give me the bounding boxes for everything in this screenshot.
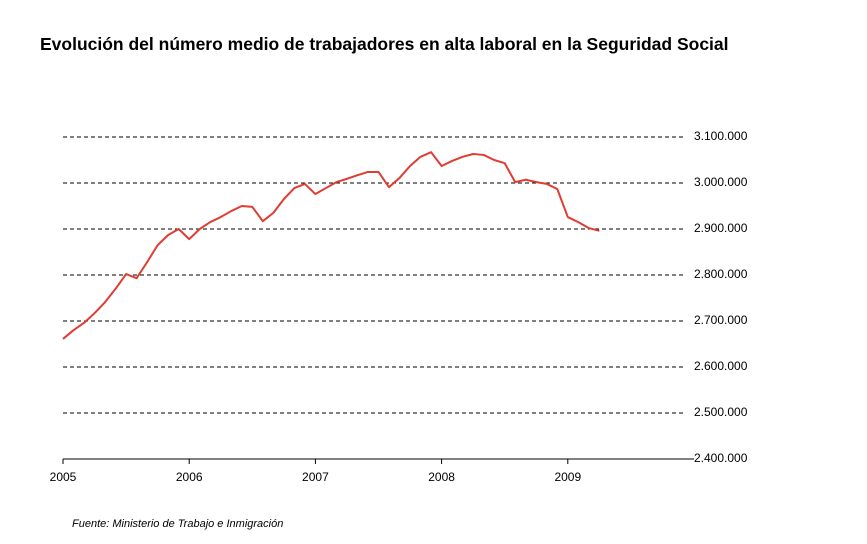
y-tick-label: 2.600.000 <box>694 359 748 373</box>
x-tick-label: 2006 <box>176 470 203 484</box>
line-series <box>62 151 600 340</box>
y-tick-label: 2.700.000 <box>694 313 748 327</box>
y-tick-label: 2.400.000 <box>694 451 748 465</box>
x-tick-label: 2009 <box>554 470 581 484</box>
y-tick-label: 2.900.000 <box>694 221 748 235</box>
y-tick-label: 3.000.000 <box>694 175 748 189</box>
y-tick-label: 3.100.000 <box>694 129 748 143</box>
y-tick-label: 2.800.000 <box>694 267 748 281</box>
x-tick-label: 2007 <box>302 470 329 484</box>
source-note: Fuente: Ministerio de Trabajo e Inmigrac… <box>72 518 284 530</box>
x-tick-label: 2005 <box>50 470 77 484</box>
y-tick-label: 2.500.000 <box>694 405 748 419</box>
chart-title: Evolución del número medio de trabajador… <box>40 34 729 54</box>
x-tick-label: 2008 <box>428 470 455 484</box>
